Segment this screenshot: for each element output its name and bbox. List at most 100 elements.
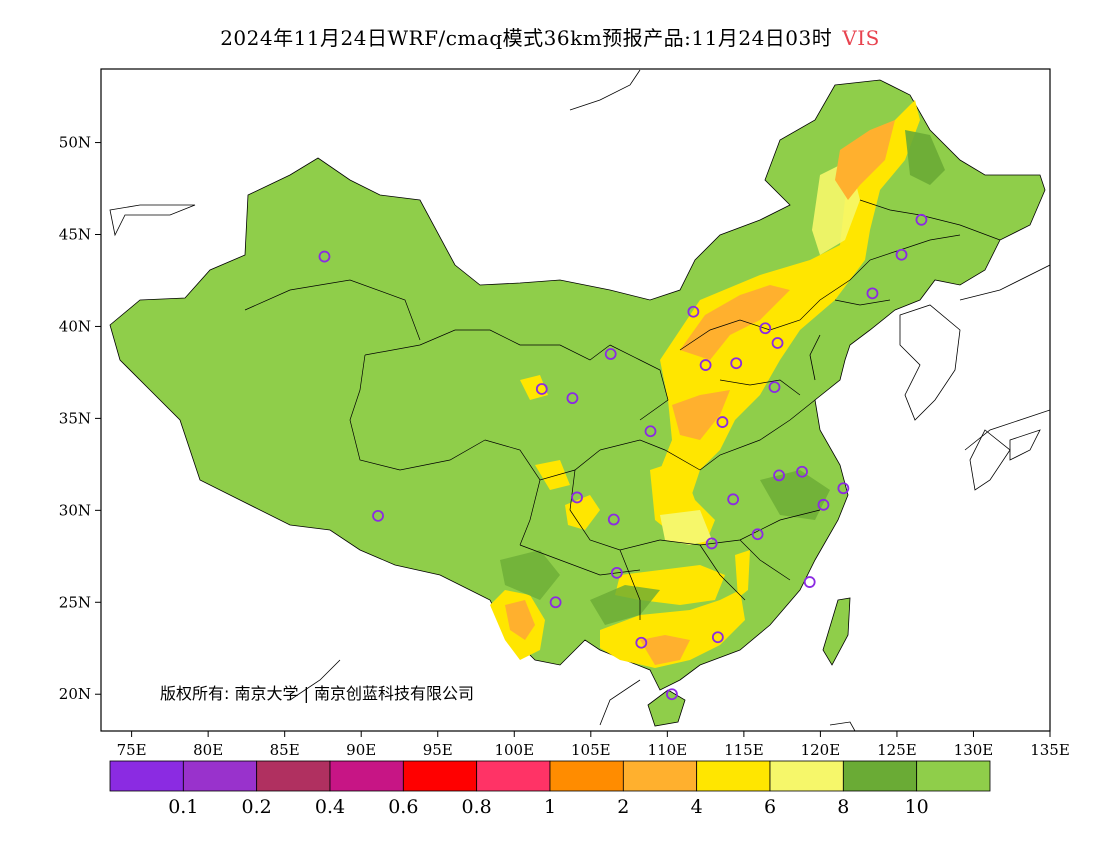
- station-marker: [759, 322, 772, 335]
- station-marker: [699, 359, 712, 371]
- colorbar-swatch: [109, 760, 184, 792]
- china-landmass: [109, 79, 1046, 691]
- station-marker: [751, 528, 764, 541]
- station-marker: [796, 465, 808, 478]
- neighbor-coastlines: [109, 69, 1050, 731]
- station-marker: [773, 469, 785, 482]
- colorbar-swatch: [769, 760, 844, 792]
- station-markers: [318, 213, 928, 701]
- station-marker: [607, 513, 620, 526]
- colorbar-label: 4: [691, 796, 703, 818]
- colorbar-swatch: [842, 760, 918, 792]
- station-marker: [635, 636, 648, 649]
- station-marker: [915, 213, 928, 226]
- station-marker: [727, 493, 740, 506]
- colorbar-swatch: [549, 760, 624, 792]
- colorbar-label: 10: [905, 796, 929, 818]
- station-marker: [866, 287, 879, 300]
- station-marker: [716, 416, 729, 428]
- haze-patch-central-orange: [672, 390, 730, 440]
- lat-tick-label: 20N: [59, 685, 91, 703]
- colorbar-swatch: [916, 760, 991, 792]
- green-patch-south: [590, 585, 660, 625]
- station-marker: [687, 305, 700, 318]
- map-title: 2024年11月24日WRF/cmaq模式36km预报产品:11月24日03时 V…: [0, 22, 1100, 51]
- title-variable: VIS: [842, 26, 880, 50]
- colorbar-label: 0.8: [462, 796, 492, 818]
- station-marker: [666, 688, 678, 701]
- station-marker: [817, 498, 830, 511]
- taiwan-island: [822, 597, 851, 666]
- station-marker: [604, 348, 617, 360]
- lon-tick-label: 105E: [571, 741, 611, 759]
- station-marker: [571, 491, 583, 504]
- haze-patch-ne-orange: [835, 120, 895, 200]
- haze-patch-central-light: [660, 510, 712, 545]
- green-patch-sw: [500, 550, 560, 600]
- station-marker: [730, 357, 743, 370]
- lon-tick-label: 125E: [877, 741, 917, 759]
- station-marker: [768, 381, 781, 394]
- haze-patch-gansu-yellow: [535, 460, 570, 490]
- colorbar-label: 2: [617, 796, 629, 818]
- colorbar-swatch: [622, 760, 698, 792]
- station-marker: [803, 576, 816, 588]
- station-marker: [771, 337, 784, 349]
- lon-tick-label: 90E: [346, 741, 376, 759]
- lat-tick-label: 25N: [59, 593, 91, 611]
- colorbar-swatch: [476, 760, 551, 792]
- hainan-island: [647, 689, 686, 727]
- station-marker: [549, 596, 562, 609]
- map-area: [109, 69, 1050, 731]
- lon-tick-label: 80E: [193, 741, 223, 759]
- visibility-colorbar: 0.1 0.2 0.4 0.6 0.8 1 2 4 6 8 10: [109, 760, 991, 818]
- copyright-text: 版权所有: 南京大学 | 南京创蓝科技有限公司: [160, 684, 475, 703]
- lon-tick-label: 85E: [270, 741, 300, 759]
- lat-tick-label: 35N: [59, 409, 91, 427]
- longitude-axis: 75E 80E 85E 90E 95E 100E 105E 110E 115E 120E 125E 1…: [117, 731, 1070, 759]
- colorbar-label: 0.4: [315, 796, 345, 818]
- colorbar-swatch: [182, 760, 258, 792]
- colorbar-label: 0.2: [242, 796, 272, 818]
- green-patch-east: [760, 470, 830, 520]
- haze-patch-sichuan-yellow: [565, 495, 600, 530]
- map-frame: [100, 68, 1051, 732]
- lon-tick-label: 100E: [494, 741, 534, 759]
- colorbar-label: 1: [544, 796, 556, 818]
- lon-tick-label: 135E: [1030, 741, 1070, 759]
- station-marker: [705, 537, 718, 550]
- lat-tick-label: 45N: [59, 226, 91, 244]
- station-marker: [644, 425, 657, 438]
- colorbar-swatch: [329, 760, 404, 792]
- colorbar-label: 0.6: [388, 796, 418, 818]
- haze-patch-yunnan-orange: [505, 600, 535, 640]
- lat-tick-label: 30N: [59, 501, 91, 519]
- colorbar-label: 0.1: [168, 796, 198, 818]
- lat-tick-label: 50N: [59, 134, 91, 152]
- lat-tick-label: 40N: [59, 317, 91, 335]
- station-marker: [372, 509, 384, 522]
- lon-tick-label: 110E: [648, 741, 688, 759]
- haze-patch-se-yellow: [735, 550, 750, 598]
- lon-tick-label: 120E: [801, 741, 841, 759]
- colorbar-label: 6: [764, 796, 776, 818]
- lon-tick-label: 95E: [423, 741, 453, 759]
- colorbar-swatch: [256, 760, 331, 792]
- lon-tick-label: 115E: [724, 741, 764, 759]
- haze-patch-south-orange: [640, 635, 690, 665]
- latitude-axis: 50N 45N 40N 35N 30N 25N 20N: [59, 134, 101, 703]
- station-marker: [837, 482, 850, 495]
- haze-patch-north-orange: [680, 285, 790, 360]
- station-marker: [711, 631, 724, 644]
- colorbar-label: 8: [837, 796, 849, 818]
- station-marker: [318, 250, 331, 263]
- title-main: 2024年11月24日WRF/cmaq模式36km预报产品:11月24日03时: [220, 26, 833, 50]
- colorbar-swatch: [402, 760, 478, 792]
- station-marker: [610, 566, 623, 579]
- station-marker: [535, 383, 548, 395]
- lon-tick-label: 130E: [954, 741, 994, 759]
- colorbar-swatch: [696, 760, 771, 792]
- green-patch-ne: [905, 130, 945, 185]
- station-marker: [566, 392, 579, 405]
